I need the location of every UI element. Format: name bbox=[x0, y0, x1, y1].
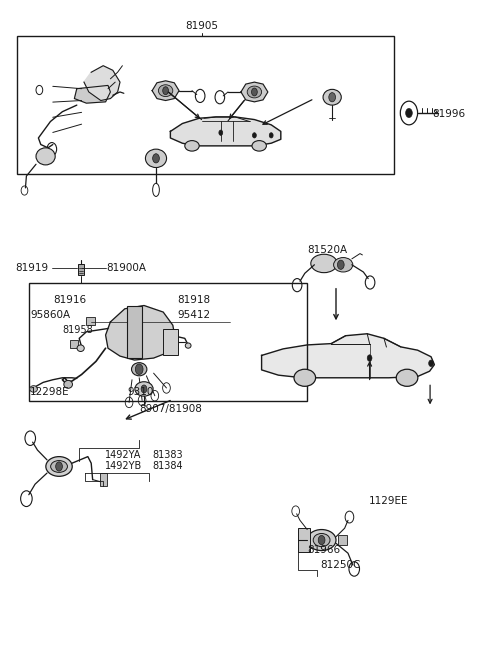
Ellipse shape bbox=[64, 380, 72, 388]
Text: 81919: 81919 bbox=[15, 263, 48, 273]
Polygon shape bbox=[152, 81, 179, 101]
Bar bbox=[338, 535, 347, 545]
Circle shape bbox=[56, 462, 62, 471]
Text: 81916: 81916 bbox=[53, 295, 86, 306]
Polygon shape bbox=[84, 66, 120, 101]
Ellipse shape bbox=[30, 386, 37, 392]
Text: 81383: 81383 bbox=[153, 449, 183, 460]
Circle shape bbox=[406, 108, 412, 118]
Circle shape bbox=[141, 385, 147, 393]
Text: 12298E: 12298E bbox=[30, 387, 70, 397]
Circle shape bbox=[135, 364, 143, 374]
Text: 81520A: 81520A bbox=[307, 244, 348, 255]
Ellipse shape bbox=[396, 369, 418, 386]
Bar bbox=[29, 283, 307, 401]
Bar bbox=[100, 473, 107, 486]
Circle shape bbox=[429, 360, 433, 367]
Bar bbox=[163, 328, 178, 355]
Text: 81966: 81966 bbox=[307, 545, 340, 555]
Ellipse shape bbox=[252, 141, 266, 151]
Text: 9310: 9310 bbox=[127, 387, 154, 397]
Text: 1129EE: 1129EE bbox=[369, 495, 408, 506]
Ellipse shape bbox=[334, 258, 353, 272]
Ellipse shape bbox=[77, 345, 84, 351]
Text: 81958: 81958 bbox=[62, 325, 93, 336]
Circle shape bbox=[337, 260, 344, 269]
Text: 81905: 81905 bbox=[185, 21, 218, 32]
Ellipse shape bbox=[307, 530, 336, 551]
Bar bbox=[86, 317, 95, 325]
Ellipse shape bbox=[294, 369, 316, 386]
Ellipse shape bbox=[311, 254, 337, 273]
Text: 8907/81908: 8907/81908 bbox=[139, 403, 202, 414]
Ellipse shape bbox=[46, 457, 72, 476]
Circle shape bbox=[252, 88, 257, 96]
Polygon shape bbox=[74, 85, 110, 103]
Circle shape bbox=[252, 133, 256, 138]
Bar bbox=[127, 306, 142, 358]
Ellipse shape bbox=[135, 382, 153, 396]
Bar bbox=[70, 340, 78, 348]
Text: 81900A: 81900A bbox=[107, 263, 146, 273]
Bar bbox=[17, 36, 394, 174]
Ellipse shape bbox=[185, 141, 199, 151]
Ellipse shape bbox=[132, 363, 147, 376]
Circle shape bbox=[318, 535, 325, 545]
Circle shape bbox=[153, 154, 159, 163]
Ellipse shape bbox=[51, 461, 67, 472]
Circle shape bbox=[367, 355, 372, 361]
Ellipse shape bbox=[145, 149, 167, 168]
Ellipse shape bbox=[36, 148, 55, 165]
Polygon shape bbox=[241, 82, 268, 102]
Ellipse shape bbox=[313, 533, 330, 547]
Ellipse shape bbox=[158, 85, 173, 97]
Text: 1492YB: 1492YB bbox=[105, 461, 142, 471]
Bar bbox=[78, 264, 84, 275]
Text: 1492YA: 1492YA bbox=[105, 449, 141, 460]
Text: 81384: 81384 bbox=[153, 461, 183, 471]
Circle shape bbox=[269, 133, 273, 138]
Ellipse shape bbox=[323, 89, 341, 105]
Circle shape bbox=[163, 87, 168, 95]
Text: 81250C: 81250C bbox=[321, 560, 361, 570]
Ellipse shape bbox=[185, 343, 191, 348]
Text: 81918: 81918 bbox=[178, 295, 211, 306]
Polygon shape bbox=[170, 117, 281, 146]
Bar bbox=[298, 528, 310, 552]
Circle shape bbox=[219, 130, 223, 135]
Text: 95412: 95412 bbox=[178, 310, 211, 321]
Polygon shape bbox=[262, 334, 434, 378]
Text: 81996: 81996 bbox=[432, 108, 465, 119]
Polygon shape bbox=[106, 306, 175, 360]
Ellipse shape bbox=[247, 86, 262, 98]
Text: 95860A: 95860A bbox=[30, 310, 71, 321]
Circle shape bbox=[329, 93, 336, 102]
